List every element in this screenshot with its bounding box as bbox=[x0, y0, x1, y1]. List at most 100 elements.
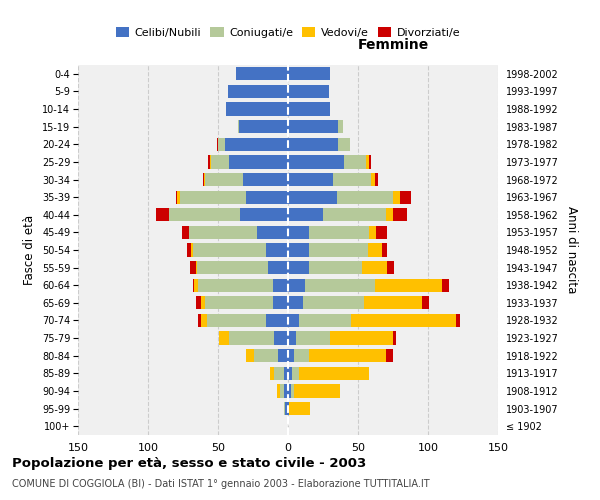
Bar bbox=[330, 332, 393, 344]
Bar bbox=[386, 208, 393, 222]
Bar bbox=[241, 208, 288, 222]
Bar bbox=[180, 190, 246, 204]
Bar bbox=[388, 261, 394, 274]
Bar bbox=[272, 296, 288, 310]
Bar bbox=[284, 366, 288, 380]
Bar bbox=[266, 244, 288, 256]
Bar bbox=[199, 314, 201, 327]
Bar bbox=[193, 278, 194, 292]
Bar bbox=[157, 208, 169, 222]
Bar bbox=[337, 190, 393, 204]
Bar bbox=[197, 261, 268, 274]
Bar bbox=[257, 226, 288, 239]
Bar bbox=[338, 120, 343, 134]
Bar bbox=[187, 244, 191, 256]
Bar bbox=[333, 173, 371, 186]
Bar bbox=[362, 261, 388, 274]
Bar bbox=[208, 156, 209, 168]
Bar bbox=[238, 120, 239, 134]
Bar bbox=[288, 261, 309, 274]
Bar bbox=[288, 173, 333, 186]
Bar bbox=[217, 138, 218, 151]
Bar bbox=[288, 226, 309, 239]
Bar bbox=[228, 85, 288, 98]
Bar bbox=[288, 190, 337, 204]
Bar bbox=[364, 296, 422, 310]
Bar bbox=[191, 244, 193, 256]
Bar bbox=[193, 244, 266, 256]
Bar bbox=[288, 138, 338, 151]
Bar bbox=[178, 190, 180, 204]
Bar bbox=[278, 349, 288, 362]
Bar bbox=[371, 173, 375, 186]
Bar bbox=[288, 366, 292, 380]
Bar bbox=[196, 261, 197, 274]
Y-axis label: Anni di nascita: Anni di nascita bbox=[565, 206, 578, 294]
Bar bbox=[289, 402, 310, 415]
Text: Femmine: Femmine bbox=[358, 38, 428, 52]
Bar bbox=[182, 226, 188, 239]
Bar bbox=[218, 138, 225, 151]
Bar bbox=[246, 349, 254, 362]
Bar bbox=[229, 156, 288, 168]
Bar bbox=[243, 173, 288, 186]
Bar bbox=[285, 402, 288, 415]
Bar bbox=[309, 244, 368, 256]
Bar bbox=[386, 349, 393, 362]
Bar bbox=[284, 402, 285, 415]
Bar bbox=[288, 208, 323, 222]
Bar bbox=[376, 226, 388, 239]
Bar bbox=[422, 296, 430, 310]
Bar bbox=[305, 278, 375, 292]
Bar bbox=[292, 366, 299, 380]
Bar bbox=[288, 314, 299, 327]
Bar bbox=[344, 156, 367, 168]
Bar bbox=[338, 138, 350, 151]
Legend: Celibi/Nubili, Coniugati/e, Vedovi/e, Divorziati/e: Celibi/Nubili, Coniugati/e, Vedovi/e, Di… bbox=[112, 22, 464, 42]
Bar bbox=[375, 278, 442, 292]
Bar bbox=[169, 208, 241, 222]
Bar bbox=[284, 384, 288, 398]
Bar bbox=[209, 156, 211, 168]
Bar bbox=[304, 296, 364, 310]
Bar bbox=[196, 296, 201, 310]
Bar bbox=[367, 156, 369, 168]
Bar bbox=[293, 384, 340, 398]
Bar bbox=[442, 278, 449, 292]
Bar bbox=[176, 190, 178, 204]
Bar bbox=[368, 244, 382, 256]
Bar bbox=[293, 349, 309, 362]
Bar bbox=[375, 173, 377, 186]
Bar bbox=[393, 208, 407, 222]
Bar bbox=[226, 102, 288, 116]
Bar bbox=[205, 173, 243, 186]
Bar bbox=[229, 332, 274, 344]
Bar bbox=[296, 332, 330, 344]
Text: Popolazione per età, sesso e stato civile - 2003: Popolazione per età, sesso e stato civil… bbox=[12, 458, 366, 470]
Text: COMUNE DI COGGIOLA (BI) - Dati ISTAT 1° gennaio 2003 - Elaborazione TUTTITALIA.I: COMUNE DI COGGIOLA (BI) - Dati ISTAT 1° … bbox=[12, 479, 430, 489]
Bar bbox=[225, 138, 288, 151]
Bar bbox=[199, 278, 272, 292]
Bar bbox=[239, 120, 288, 134]
Bar bbox=[288, 332, 296, 344]
Y-axis label: Fasce di età: Fasce di età bbox=[23, 215, 37, 285]
Bar bbox=[190, 261, 196, 274]
Bar bbox=[351, 314, 456, 327]
Bar bbox=[254, 349, 278, 362]
Bar bbox=[211, 156, 229, 168]
Bar bbox=[188, 226, 257, 239]
Bar bbox=[288, 402, 289, 415]
Bar bbox=[288, 120, 338, 134]
Bar bbox=[288, 156, 344, 168]
Bar bbox=[272, 278, 288, 292]
Bar bbox=[274, 366, 284, 380]
Bar bbox=[309, 226, 369, 239]
Bar bbox=[369, 226, 376, 239]
Bar bbox=[456, 314, 460, 327]
Bar bbox=[277, 384, 280, 398]
Bar bbox=[194, 278, 199, 292]
Bar bbox=[201, 314, 207, 327]
Bar bbox=[266, 314, 288, 327]
Bar bbox=[288, 102, 330, 116]
Bar bbox=[309, 349, 386, 362]
